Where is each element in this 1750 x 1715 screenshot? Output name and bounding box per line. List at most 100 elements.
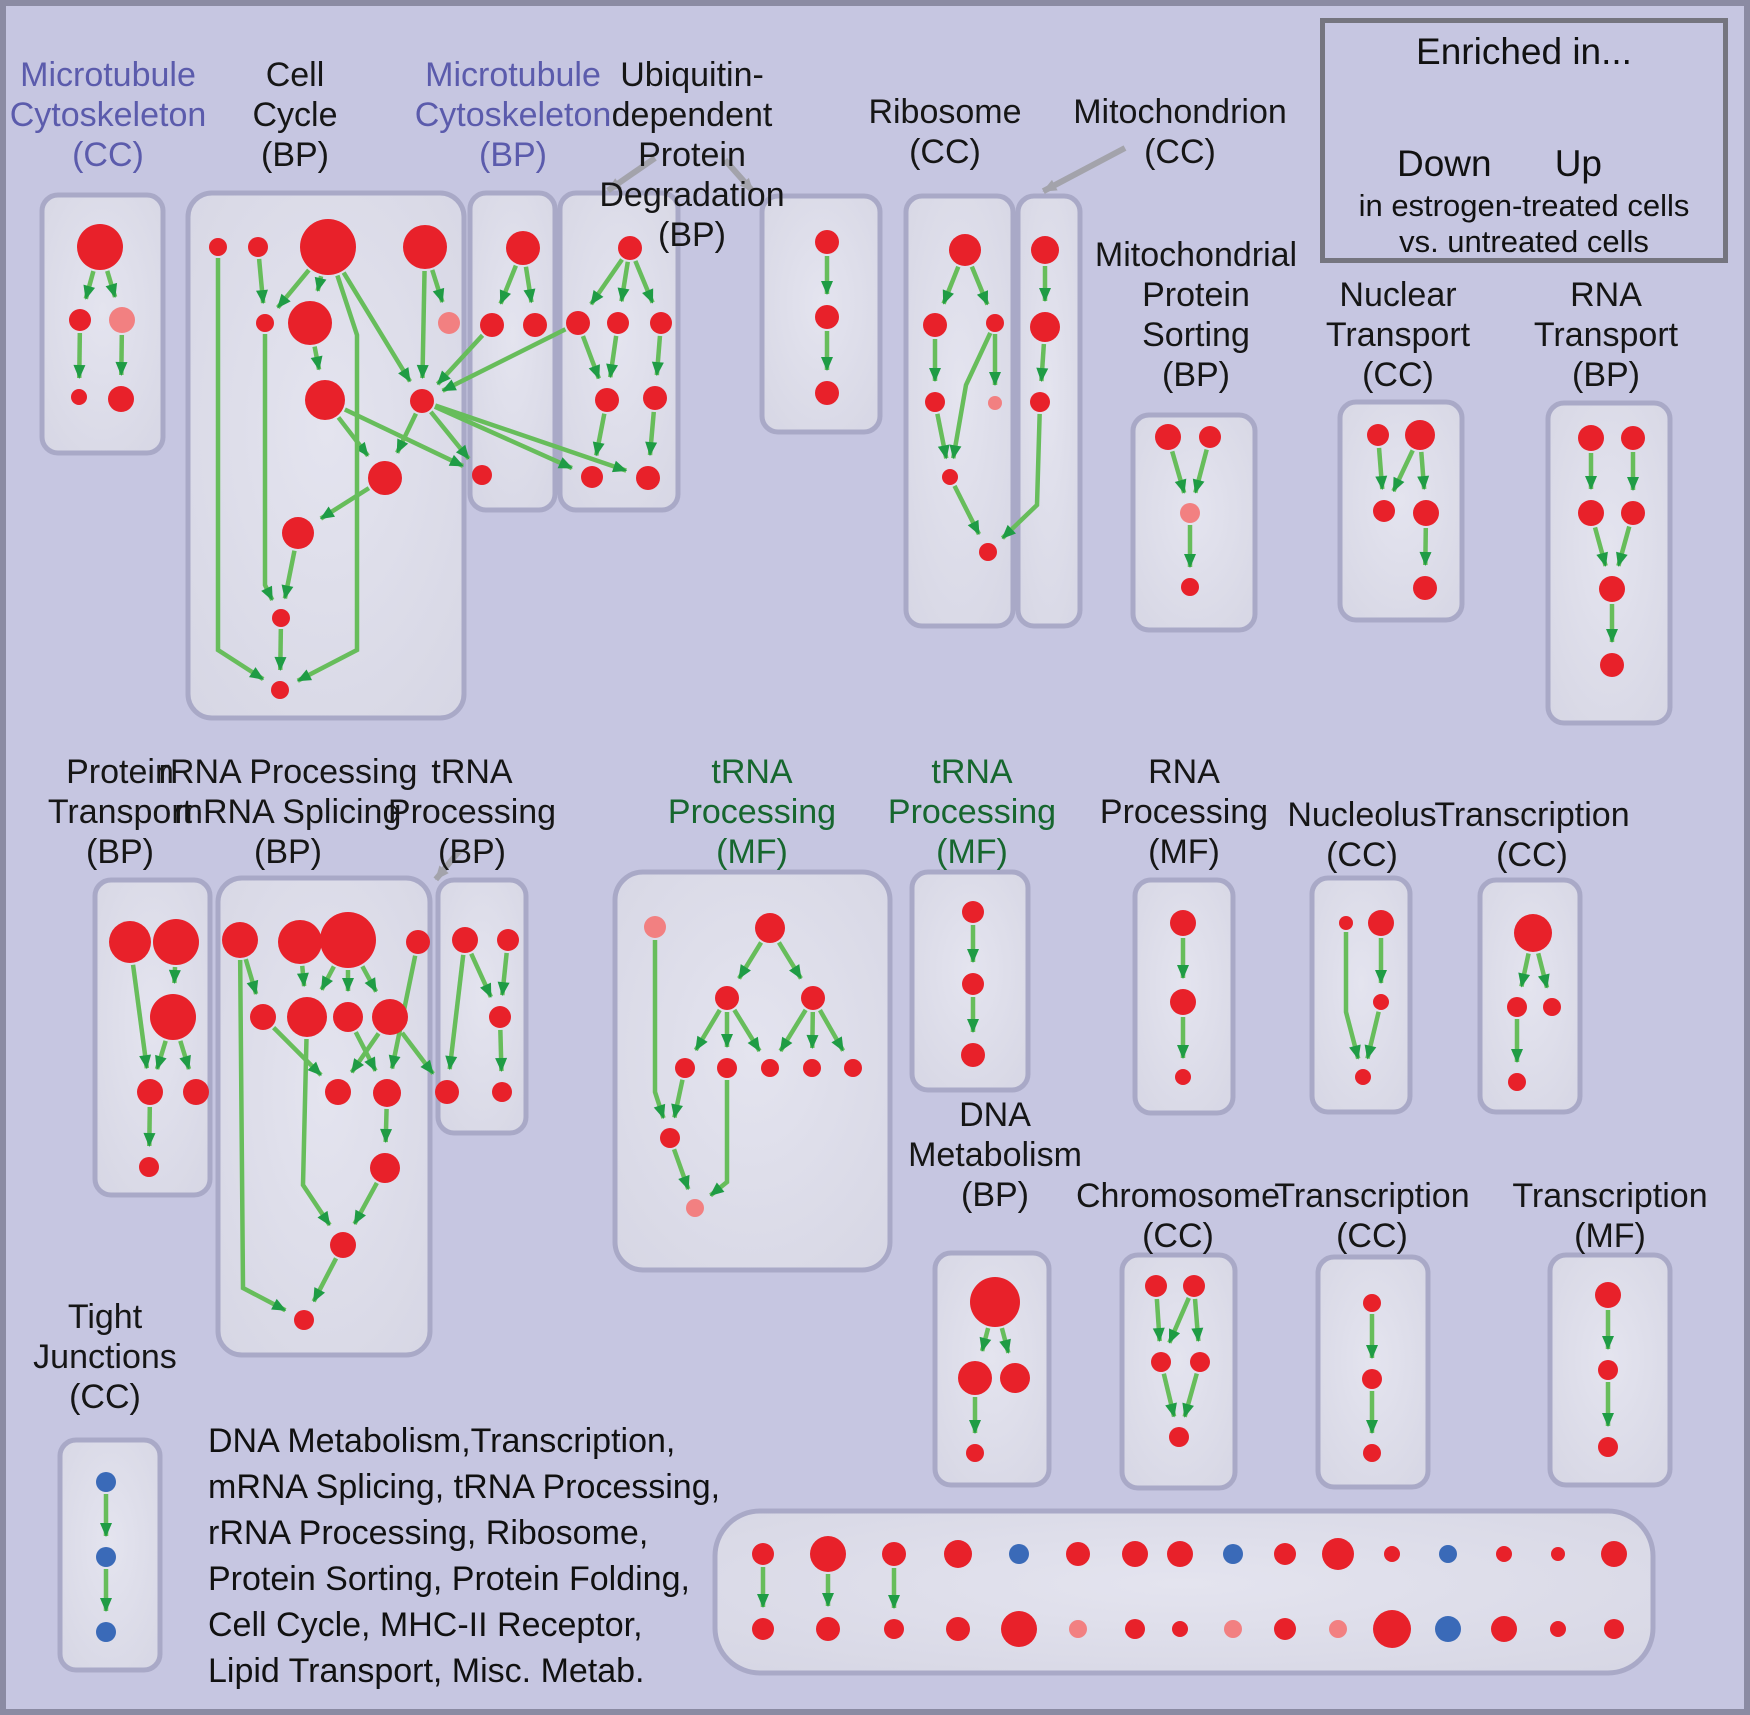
cell_cycle-edge-5 <box>341 271 412 383</box>
nuc_trans-node-2 <box>1373 500 1395 522</box>
trans_cc_a-node-3 <box>1508 1073 1526 1091</box>
ribosome-edge-4 <box>935 413 950 460</box>
ribosome-edge-5 <box>952 484 981 536</box>
chromosome-node-2 <box>1151 1352 1171 1372</box>
trna_mf_b-node-0 <box>962 901 984 923</box>
misc-node-3 <box>944 1540 972 1568</box>
trna_mf_a-node-8 <box>844 1059 862 1077</box>
trna_bp-node-3 <box>435 1080 459 1104</box>
chromosome-node-0 <box>1145 1275 1167 1297</box>
cell_cycle-edge-7 <box>336 416 370 458</box>
cross-edge-2 <box>429 410 471 461</box>
prot_trans-node-5 <box>139 1157 159 1177</box>
misc-node-12 <box>1439 1545 1457 1563</box>
mito-node-2 <box>1030 392 1050 412</box>
trna_mf_a-node-5 <box>717 1058 737 1078</box>
trna_mf_a-edge-6 <box>806 1011 819 1050</box>
rrna-edge-2 <box>319 965 336 991</box>
cell_cycle-node-5 <box>288 301 332 345</box>
ubiq_a-box <box>557 190 681 513</box>
chromosome-edge-2 <box>1191 1298 1204 1343</box>
nuc_trans-edge-2 <box>1417 451 1430 491</box>
ribosome-node-1 <box>923 313 947 337</box>
cell_cycle-node-8 <box>410 389 434 413</box>
trna_mf_a-edge-2 <box>693 1008 722 1052</box>
trna_mf_a-node-10 <box>686 1199 704 1217</box>
ubiq_a-node-6 <box>581 466 603 488</box>
legend-up-label: Up <box>1554 143 1602 184</box>
mitosort-node-3 <box>1181 578 1199 596</box>
ubiq_a-node-0 <box>618 236 642 260</box>
misc-node-22 <box>1125 1619 1145 1639</box>
misc-node-31 <box>1604 1619 1624 1639</box>
trna_bp-edge-0 <box>445 954 466 1071</box>
cell_cycle-edge-0 <box>276 268 311 310</box>
mt_cc-box <box>39 192 166 456</box>
misc-node-21 <box>1069 1620 1087 1638</box>
rrna-polyedge-1 <box>237 959 287 1313</box>
prot_trans-edge-3 <box>178 1040 192 1071</box>
nucleolus-node-2 <box>1373 994 1389 1010</box>
trna_bp-node-1 <box>497 929 519 951</box>
trna_bp-node-4 <box>492 1082 512 1102</box>
legend-down-label: Down <box>1397 143 1492 184</box>
dna_metab-node-1 <box>958 1361 992 1395</box>
trna_mf_a-polyedge-1 <box>709 1080 730 1198</box>
misc-node-16 <box>752 1618 774 1640</box>
trna_mf_a-node-9 <box>660 1128 680 1148</box>
cross-edge-6 <box>1000 413 1042 540</box>
trna_mf_a-edge-8 <box>671 1079 685 1119</box>
legend-note: in estrogen-treated cells vs. untreated … <box>1358 188 1690 259</box>
nuc_trans-node-0 <box>1367 424 1389 446</box>
misc-box <box>712 1508 1656 1676</box>
dna_metab-node-2 <box>1000 1363 1030 1393</box>
mito-node-0 <box>1031 236 1059 264</box>
chromosome-edge-1 <box>1167 1297 1191 1344</box>
prot_trans-node-4 <box>183 1079 209 1105</box>
cell_cycle-node-3 <box>403 225 447 269</box>
misc-node-4 <box>1009 1544 1029 1564</box>
rna_proc-node-2 <box>1175 1069 1191 1085</box>
nuc_trans-node-1 <box>1405 420 1435 450</box>
cell_cycle-edge-4 <box>416 270 429 380</box>
prot_trans-node-1 <box>153 919 199 965</box>
mt_bp-node-3 <box>472 465 492 485</box>
trna_mf_a-edge-4 <box>732 1008 762 1053</box>
chromosome-node-3 <box>1190 1352 1210 1372</box>
rrna-edge-9 <box>380 1108 393 1144</box>
cell_cycle-node-7 <box>305 380 345 420</box>
ubiq_a-edge-6 <box>592 413 607 457</box>
trna_bp-node-0 <box>452 927 478 953</box>
rrna-edge-0 <box>243 958 259 995</box>
rrna-node-4 <box>250 1004 276 1030</box>
dna_metab-box <box>932 1250 1052 1488</box>
tight-node-2 <box>96 1622 116 1642</box>
mt_cc-node-0 <box>77 224 123 270</box>
trna_mf_a-edge-9 <box>671 1148 691 1191</box>
prot_trans-node-0 <box>109 921 151 963</box>
rna_trans-node-2 <box>1578 500 1604 526</box>
rrna-node-2 <box>320 912 376 968</box>
rrna-edge-10 <box>352 1181 379 1226</box>
mt_cc-edge-3 <box>115 334 128 377</box>
misc-node-24 <box>1224 1620 1242 1638</box>
misc-node-11 <box>1384 1546 1400 1562</box>
rrna-edge-6 <box>272 1026 323 1077</box>
ubiq_a-node-7 <box>636 466 660 490</box>
callout-arrow-1 <box>722 158 756 194</box>
cell_cycle-polyedge-2 <box>261 334 275 601</box>
callout-arrow-0 <box>606 155 657 194</box>
ribosome-edge-1 <box>969 265 990 306</box>
ubiq_b-node-1 <box>815 305 839 329</box>
misc-node-7 <box>1167 1541 1193 1567</box>
trna_mf_a-node-1 <box>755 913 785 943</box>
misc-node-8 <box>1223 1544 1243 1564</box>
trans_cc_a-edge-1 <box>1536 952 1550 989</box>
ribosome-node-5 <box>942 469 958 485</box>
rna_trans-node-3 <box>1621 501 1645 525</box>
cell_cycle-node-1 <box>248 237 268 257</box>
trna_mf_a-node-6 <box>761 1059 779 1077</box>
rrna-box <box>215 875 433 1358</box>
legend: Enriched in... Down Up in estrogen-treat… <box>1320 18 1728 263</box>
